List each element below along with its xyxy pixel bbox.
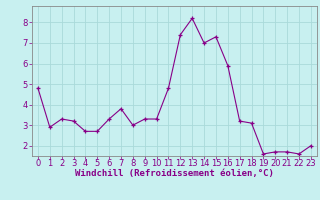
X-axis label: Windchill (Refroidissement éolien,°C): Windchill (Refroidissement éolien,°C)	[75, 169, 274, 178]
